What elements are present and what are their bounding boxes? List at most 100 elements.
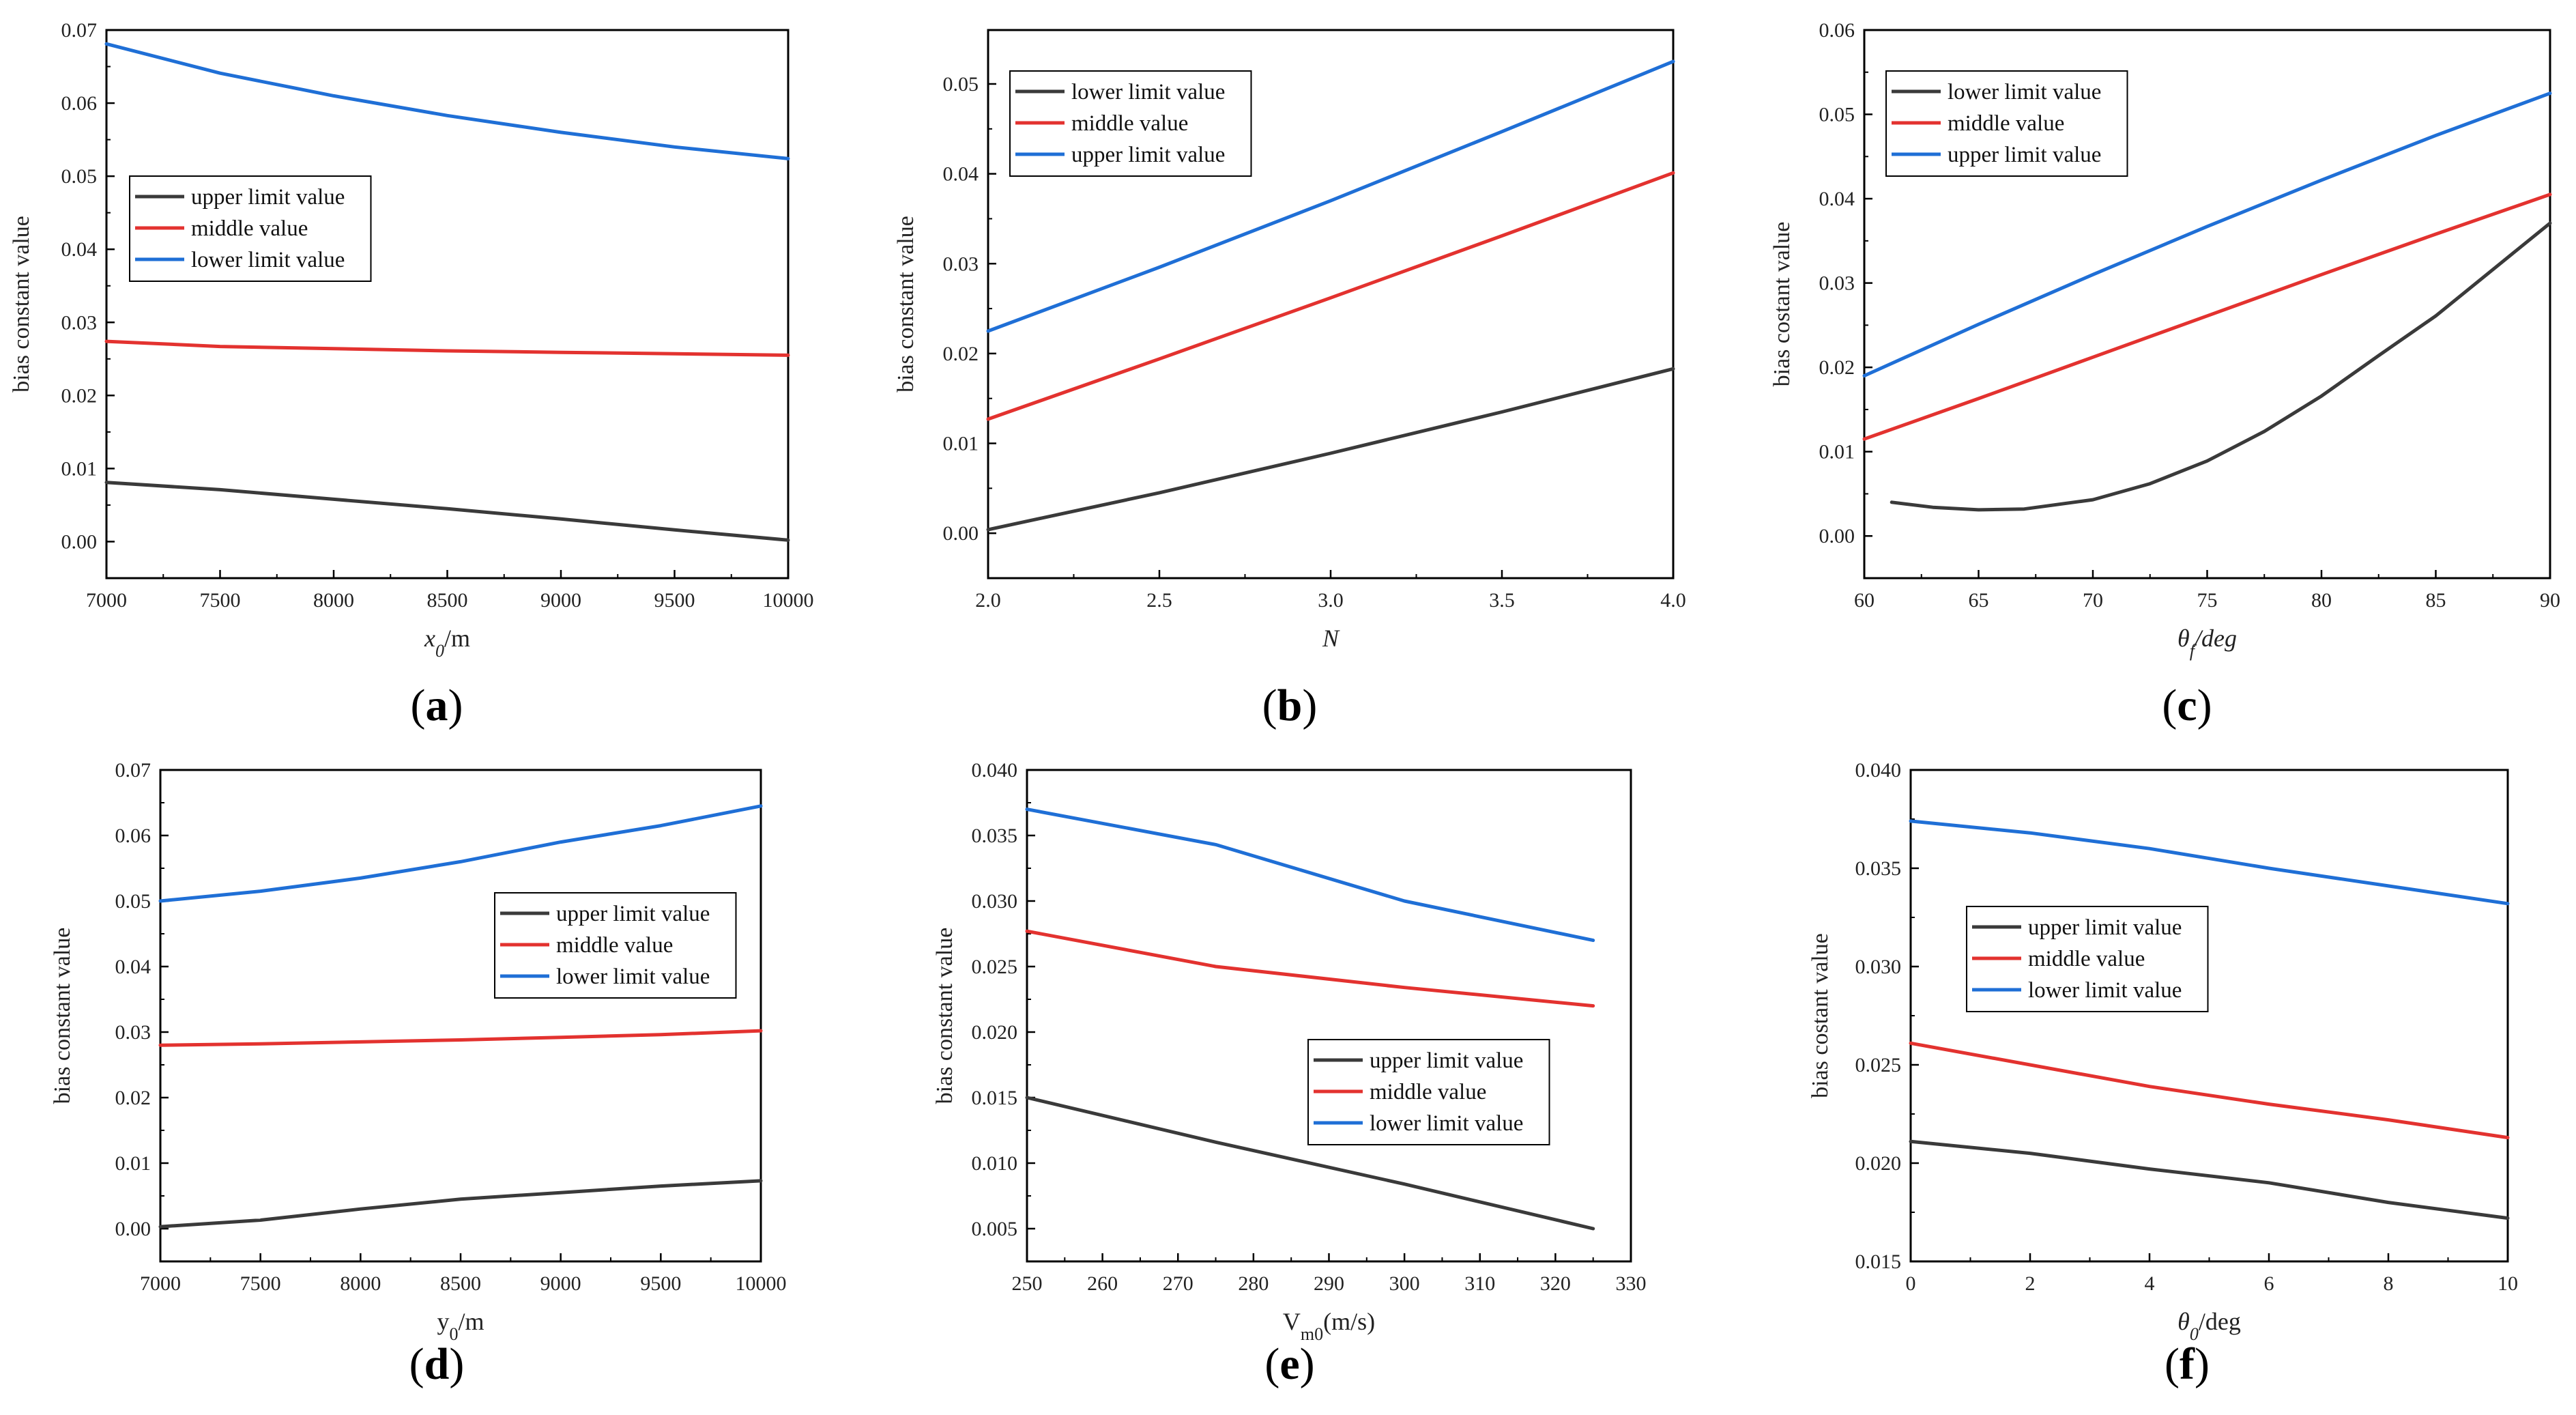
y-tick-label: 0.00 <box>943 522 979 545</box>
caption-letter: c <box>2177 681 2197 730</box>
series-line-upper <box>986 367 1675 532</box>
y-tick-label: 0.01 <box>115 1152 151 1175</box>
legend-label: upper limit value <box>191 185 345 210</box>
series-line-lower <box>1025 807 1595 943</box>
caption-open-paren: ( <box>2162 681 2177 730</box>
x-tick-label: 300 <box>1389 1272 1420 1295</box>
y-tick-label: 0.03 <box>1819 272 1855 295</box>
plot-frame <box>105 29 790 580</box>
series-line-upper <box>1025 1096 1595 1231</box>
legend-label: middle value <box>191 216 308 241</box>
panel-caption: (e) <box>1264 1339 1314 1389</box>
y-axis-label: bias constant value <box>932 928 957 1104</box>
x-tick-label: 290 <box>1314 1272 1344 1295</box>
y-tick-label: 0.01 <box>61 457 98 480</box>
caption-letter: f <box>2180 1339 2195 1389</box>
y-tick-label: 0.03 <box>61 311 98 334</box>
chart-panel-e: 250 260 270 280 290 300 310 320 330 0.005 0.010 0.0… <box>932 759 1647 1389</box>
x-axis-label-part: m0 <box>1301 1324 1323 1344</box>
y-tick-label: 0.01 <box>1819 441 1855 463</box>
y-tick-label: 0.030 <box>1855 956 1902 978</box>
series-line-middle <box>1025 929 1595 1008</box>
x-axis-label-part: f <box>2190 641 2197 661</box>
y-tick-label: 0.03 <box>115 1021 151 1044</box>
x-tick-label: 270 <box>1163 1272 1193 1295</box>
series-line-lower <box>104 42 790 160</box>
legend-label: middle value <box>1370 1080 1486 1104</box>
panel-caption: (b) <box>1262 681 1318 730</box>
x-axis-label: x0/m <box>424 625 470 661</box>
x-tick-label: 250 <box>1012 1272 1043 1295</box>
chart-panel-b: 2.0 2.5 3.0 3.5 4.0 0.00 0.01 0.02 0.03 0.04 0.05 l… <box>893 29 1686 730</box>
x-tick-label: 80 <box>2311 589 2332 612</box>
y-tick-label: 0.06 <box>115 825 151 847</box>
y-axis-label: bias constant value <box>50 928 75 1104</box>
y-tick-label: 0.04 <box>1819 188 1855 210</box>
y-tick-label: 0.015 <box>1855 1250 1902 1273</box>
caption-close-paren: ) <box>1300 1339 1315 1389</box>
y-tick-label: 0.015 <box>972 1087 1018 1109</box>
y-tick-label: 0.035 <box>972 825 1018 847</box>
x-tick-label: 3.0 <box>1318 589 1344 612</box>
legend-label: middle value <box>1948 111 2064 136</box>
x-tick-label: 9500 <box>640 1272 681 1295</box>
legend-label: upper limit value <box>1071 143 1225 167</box>
chart-panel-d: 7000 7500 8000 8500 9000 9500 10000 0.00 0.01 0.0… <box>50 759 787 1389</box>
x-axis-label: θf/deg <box>2177 625 2237 661</box>
caption-letter: d <box>424 1339 450 1389</box>
y-tick-label: 0.00 <box>1819 525 1855 547</box>
x-axis-label: Vm0(m/s) <box>1283 1308 1375 1344</box>
series-line-middle <box>158 1029 763 1047</box>
x-tick-label: 2.5 <box>1146 589 1172 612</box>
legend-label: middle value <box>556 933 673 958</box>
y-tick-label: 0.030 <box>972 890 1018 913</box>
x-axis-label-part: V <box>1283 1308 1301 1335</box>
legend-label: lower limit value <box>556 964 710 989</box>
x-tick-label: 3.5 <box>1489 589 1515 612</box>
x-axis-label-part: /m <box>444 625 470 652</box>
caption-letter: a <box>426 681 448 730</box>
y-tick-label: 0.025 <box>972 956 1018 978</box>
plot-frame <box>1026 769 1632 1263</box>
y-tick-label: 0.05 <box>61 165 98 188</box>
chart-panel-f: 0 2 4 6 8 10 0.015 0.020 0.025 0.030 0.035 0.040 upp… <box>1808 759 2518 1389</box>
series-line-middle <box>1909 1041 2510 1140</box>
y-tick-label: 0.02 <box>115 1087 151 1109</box>
x-tick-label: 9000 <box>540 589 581 612</box>
x-tick-label: 4.0 <box>1660 589 1686 612</box>
x-tick-label: 8000 <box>313 589 354 612</box>
y-tick-label: 0.00 <box>61 530 98 553</box>
caption-open-paren: ( <box>411 681 426 730</box>
x-tick-label: 260 <box>1087 1272 1118 1295</box>
x-tick-label: 8 <box>2384 1272 2394 1295</box>
panel-caption: (f) <box>2165 1339 2210 1389</box>
y-tick-label: 0.06 <box>61 92 98 115</box>
x-tick-label: 320 <box>1540 1272 1571 1295</box>
caption-close-paren: ) <box>1302 681 1317 730</box>
caption-letter: e <box>1279 1339 1299 1389</box>
x-axis-label-part: θ <box>2177 625 2190 652</box>
x-axis-label-part: /deg <box>2193 625 2237 652</box>
legend-label: middle value <box>2028 947 2145 971</box>
y-tick-label: 0.07 <box>115 759 151 782</box>
y-tick-label: 0.040 <box>1855 759 1902 782</box>
x-tick-label: 65 <box>1969 589 1989 612</box>
series-line-lower <box>986 59 1675 333</box>
series-line-middle <box>104 339 790 357</box>
caption-close-paren: ) <box>2197 681 2212 730</box>
y-tick-label: 0.05 <box>1819 104 1855 126</box>
plot-frame <box>159 769 762 1263</box>
x-tick-label: 90 <box>2540 589 2560 612</box>
series-line-upper <box>104 481 790 542</box>
series-line-middle <box>1862 192 2552 441</box>
x-axis-label-part: (m/s) <box>1323 1308 1375 1335</box>
x-axis-label-part: 0 <box>435 641 444 661</box>
legend-label: upper limit value <box>1948 143 2101 167</box>
legend-label: upper limit value <box>556 902 710 926</box>
series-line-lower <box>158 804 763 903</box>
caption-close-paren: ) <box>449 1339 464 1389</box>
chart-panel-c: 60 65 70 75 80 85 90 0.00 0.01 0.02 0.03 0.04 0.05 0.… <box>1769 19 2560 730</box>
y-tick-label: 0.06 <box>1819 19 1855 42</box>
x-tick-label: 7000 <box>86 589 127 612</box>
